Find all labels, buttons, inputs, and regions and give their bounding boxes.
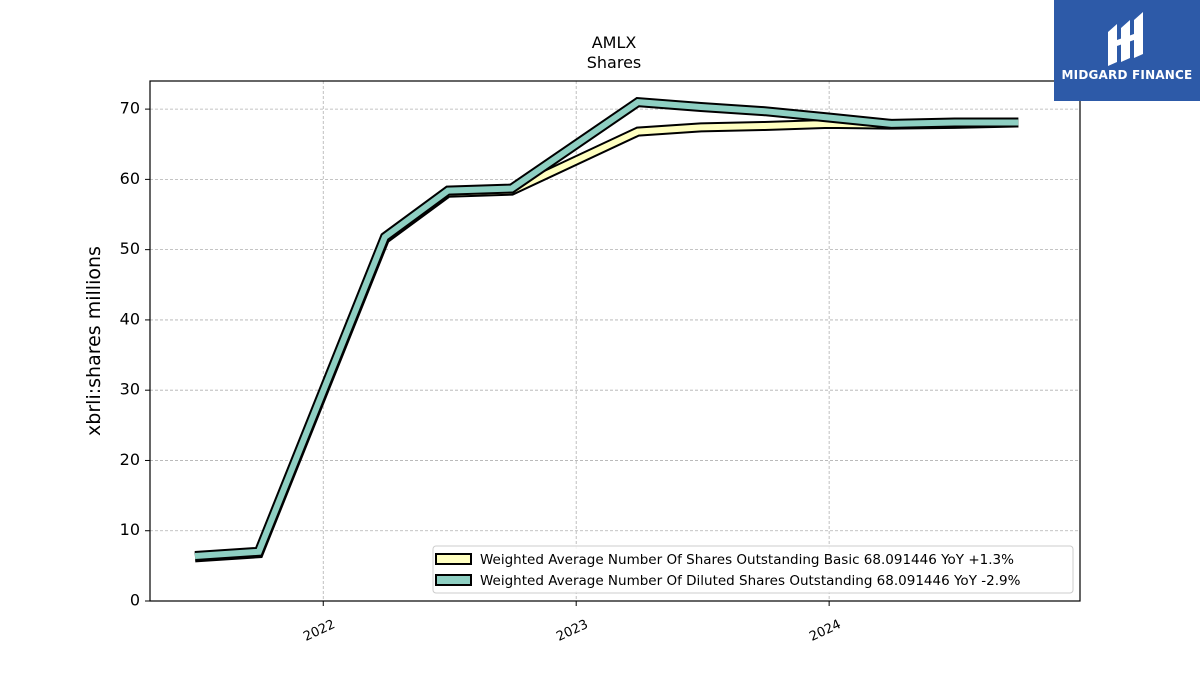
- y-tick-label: 30: [120, 380, 140, 399]
- plot-frame: [149, 80, 1081, 602]
- y-tick-label: 50: [120, 239, 140, 258]
- chart-title: AMLX: [592, 33, 637, 52]
- chart-subtitle: Shares: [587, 53, 642, 72]
- logo-text: MIDGARD FINANCE: [1061, 68, 1193, 82]
- x-ticks: 2022 2023 2024: [301, 601, 844, 645]
- y-ticks: 0 10 20 30 40 50 60 70: [120, 99, 150, 610]
- y-tick-label: 10: [120, 520, 140, 539]
- x-tick-label: 2023: [554, 617, 590, 645]
- midgard-logo-icon: [1108, 12, 1143, 66]
- grid-lines: [150, 81, 1080, 601]
- legend: Weighted Average Number Of Shares Outsta…: [432, 545, 1074, 594]
- legend-swatch-1: [435, 574, 472, 586]
- series-lines: [194, 96, 1019, 563]
- y-tick-label: 40: [120, 309, 140, 328]
- y-axis-label: xbrli:shares millions: [83, 246, 105, 436]
- legend-box: [432, 545, 1074, 594]
- legend-entry-0: Weighted Average Number Of Shares Outsta…: [480, 552, 1014, 568]
- x-tick-label: 2022: [301, 617, 337, 645]
- series-line-0: [194, 119, 1019, 561]
- y-tick-label: 60: [120, 169, 140, 188]
- y-tick-label: 20: [120, 450, 140, 469]
- series-line-1: [194, 99, 1019, 559]
- y-tick-label: 70: [120, 99, 140, 118]
- series-outline-0: [194, 117, 1019, 563]
- y-tick-label: 0: [130, 591, 140, 610]
- legend-swatch-0: [435, 553, 472, 565]
- series-outline-1: [194, 96, 1019, 561]
- legend-entry-1: Weighted Average Number Of Diluted Share…: [480, 573, 1021, 589]
- brand-logo: MIDGARD FINANCE: [1054, 0, 1200, 101]
- x-tick-label: 2024: [807, 617, 843, 645]
